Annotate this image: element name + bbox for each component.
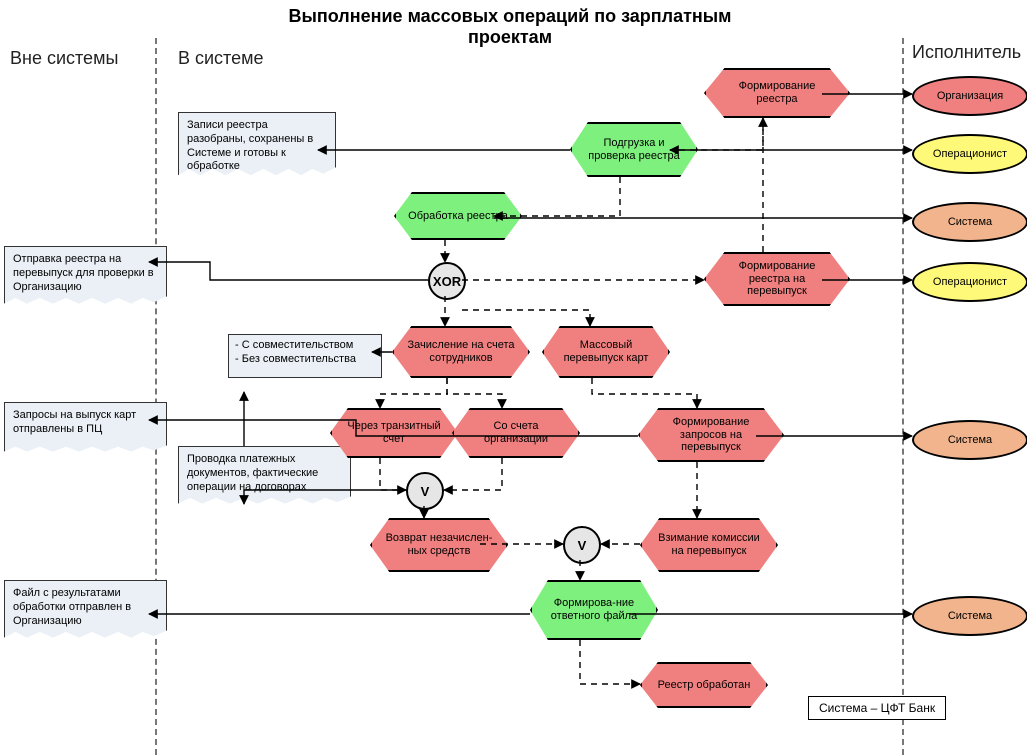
executor-organization: Организация <box>912 76 1027 116</box>
lane-label-outside: Вне системы <box>10 48 118 69</box>
lane-divider-1 <box>155 38 157 755</box>
gate-v2: V <box>563 526 601 564</box>
legend-system: Система – ЦФТ Банк <box>808 696 946 720</box>
executor-system-2: Система <box>912 420 1027 460</box>
note-combine-options: - С совместительством- Без совместительс… <box>228 334 382 378</box>
gate-xor: XOR <box>428 262 466 300</box>
hex-fee-charge: Взимание комиссии на перевыпуск <box>640 518 778 572</box>
hex-credit-accounts: Зачисление на счета сотрудников <box>392 326 530 378</box>
hex-mass-reissue: Массовый перевыпуск карт <box>542 326 670 378</box>
page-title: Выполнение массовых операций по зарплатн… <box>260 6 760 48</box>
hex-form-registry: Формирование реестра <box>704 68 850 118</box>
note-card-requests: Запросы на выпуск карт отправлены в ПЦ <box>4 402 167 464</box>
hex-load-check: Подгрузка и проверка реестра <box>570 122 698 177</box>
hex-form-reissue-requests: Формирование запросов на перевыпуск <box>638 408 784 462</box>
hex-form-reissue-registry: Формирование реестра на перевыпуск <box>704 252 850 306</box>
hex-form-response-file: Формирова-ние ответного файла <box>530 580 658 640</box>
lane-label-executor: Исполнитель <box>912 42 1021 63</box>
hex-from-org-account: Со счета организации <box>452 408 580 458</box>
note-records-parsed: Записи реестра разобраны, сохранены в Си… <box>178 112 336 191</box>
executor-system-1: Система <box>912 202 1027 242</box>
gate-v1: V <box>406 472 444 510</box>
executor-system-3: Система <box>912 596 1027 636</box>
executor-operationist-2: Операционист <box>912 262 1027 302</box>
note-send-reissue: Отправка реестра на перевыпуск для прове… <box>4 246 167 318</box>
lane-label-inside: В системе <box>178 48 264 69</box>
hex-via-transit: Через транзитный счет <box>330 408 458 458</box>
hex-registry-processed: Реестр обработан <box>640 662 768 708</box>
hex-process-registry: Обработка реестра <box>394 192 522 240</box>
note-doc-posting: Проводка платежных документов, фактическ… <box>178 446 351 518</box>
hex-return-funds: Возврат незачислен-ных средств <box>370 518 508 572</box>
lane-divider-2 <box>902 38 904 755</box>
executor-operationist-1: Операционист <box>912 134 1027 174</box>
note-result-file: Файл с результатами обработки отправлен … <box>4 580 167 652</box>
